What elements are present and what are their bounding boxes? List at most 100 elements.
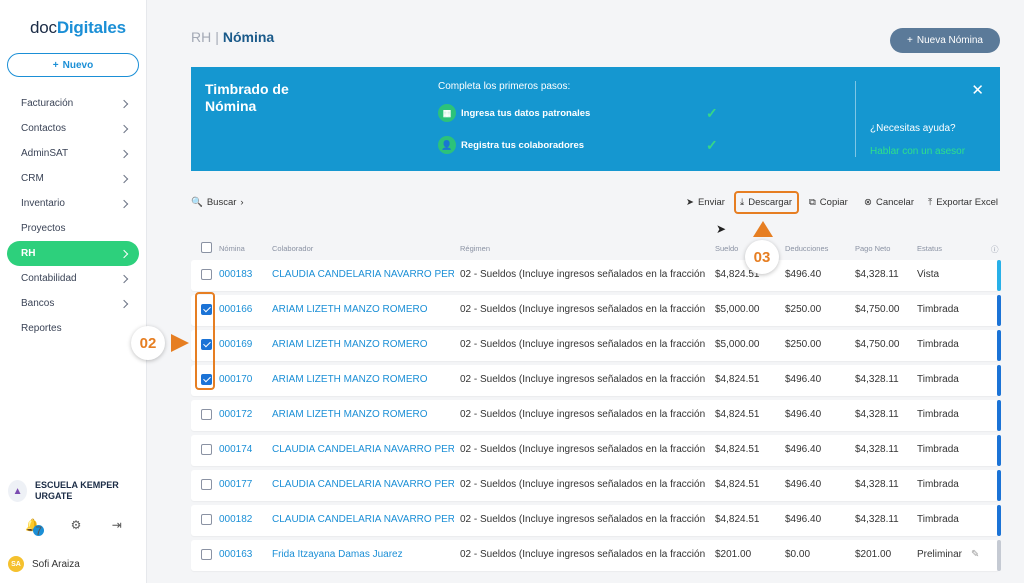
cell-estatus: Timbrada — [917, 409, 959, 420]
breadcrumb-parent[interactable]: RH — [191, 29, 212, 45]
row-checkbox[interactable] — [201, 269, 212, 280]
cell-estatus: Timbrada — [917, 339, 959, 350]
cell-nomina[interactable]: 000166 — [219, 304, 253, 315]
contact-advisor-link[interactable]: Hablar con un asesor — [870, 146, 966, 157]
row-checkbox[interactable] — [201, 549, 212, 560]
row-checkbox[interactable] — [201, 479, 212, 490]
cell-deducciones: $250.00 — [785, 339, 822, 350]
sidebar-item-facturacin[interactable]: Facturación — [7, 91, 139, 116]
row-checkbox[interactable] — [201, 514, 212, 525]
col-nomina[interactable]: Nómina — [219, 244, 245, 253]
sidebar-item-adminsat[interactable]: AdminSAT — [7, 141, 139, 166]
gear-icon[interactable]: ⚙ — [70, 518, 82, 532]
download-button[interactable]: ⤓ Descargar — [740, 196, 793, 208]
sidebar-item-bancos[interactable]: Bancos — [7, 291, 139, 316]
cell-regimen: 02 - Sueldos (Incluye ingresos señalados… — [460, 339, 706, 350]
new-payroll-button[interactable]: + Nueva Nómina — [890, 28, 1000, 53]
sidebar-item-reportes[interactable]: Reportes — [7, 316, 139, 341]
col-estatus[interactable]: Estatus — [917, 244, 943, 253]
col-deducciones[interactable]: Deducciones — [785, 244, 829, 253]
cell-nomina[interactable]: 000174 — [219, 444, 253, 455]
building-icon: ▦ — [438, 104, 456, 122]
bell-icon[interactable]: 🔔 7 — [25, 518, 45, 543]
table-row[interactable]: 000183 CLAUDIA CANDELARIA NAVARRO PEREZ 02… — [191, 260, 1001, 291]
table-row[interactable]: 000174 CLAUDIA CANDELARIA NAVARRO PEREZ 02… — [191, 435, 1001, 466]
cell-deducciones: $496.40 — [785, 374, 822, 385]
row-checkbox[interactable] — [201, 339, 212, 350]
table-row[interactable]: 000166 ARIAM LIZETH MANZO ROMERO 02 - Suel… — [191, 295, 1001, 326]
chevron-right-icon: › — [240, 196, 244, 208]
table-row[interactable]: 000169 ARIAM LIZETH MANZO ROMERO 02 - Suel… — [191, 330, 1001, 361]
table-row[interactable]: 000177 CLAUDIA CANDELARIA NAVARRO PEREZ 02… — [191, 470, 1001, 501]
table-row[interactable]: 000163 Frida Itzayana Damas Juarez 02 - Su… — [191, 540, 1001, 571]
notification-badge: 7 — [33, 524, 45, 538]
cell-sueldo: $5,000.00 — [715, 339, 760, 350]
col-sueldo[interactable]: Sueldo — [715, 244, 739, 253]
cell-colaborador[interactable]: CLAUDIA CANDELARIA NAVARRO PEREZ — [272, 269, 454, 280]
cell-colaborador[interactable]: CLAUDIA CANDELARIA NAVARRO PEREZ — [272, 444, 454, 455]
cell-colaborador[interactable]: Frida Itzayana Damas Juarez — [272, 549, 403, 560]
close-icon[interactable]: ✕ — [971, 82, 984, 99]
cancel-button[interactable]: ⊗ Cancelar — [864, 196, 914, 208]
sidebar-item-label: Contactos — [21, 123, 67, 134]
step-register-employees[interactable]: 👤 Registra tus colaboradores — [438, 136, 584, 154]
copy-button[interactable]: ⧉ Copiar — [809, 196, 848, 208]
cell-colaborador[interactable]: ARIAM LIZETH MANZO ROMERO — [272, 304, 428, 315]
col-pago-neto[interactable]: Pago Neto — [855, 244, 891, 253]
sidebar-item-contabilidad[interactable]: Contabilidad — [7, 266, 139, 291]
sidebar-item-inventario[interactable]: Inventario — [7, 191, 139, 216]
cell-nomina[interactable]: 000177 — [219, 479, 253, 490]
send-icon: ➤ — [686, 196, 694, 208]
search-button[interactable]: 🔍 Buscar › — [191, 196, 244, 208]
export-excel-button[interactable]: ⤒ Exportar Excel — [928, 196, 998, 208]
sidebar-item-crm[interactable]: CRM — [7, 166, 139, 191]
cell-estatus: Timbrada — [917, 304, 959, 315]
table-header: Nómina Colaborador Régimen Sueldo Deducc… — [191, 240, 1000, 258]
avatar: SA — [8, 556, 24, 572]
sidebar-item-label: Reportes — [21, 323, 62, 334]
send-button[interactable]: ➤ Enviar — [686, 196, 725, 208]
col-regimen[interactable]: Régimen — [460, 244, 491, 253]
cell-regimen: 02 - Sueldos (Incluye ingresos señalados… — [460, 479, 706, 490]
logout-icon[interactable]: ⇥ — [111, 518, 122, 532]
organization[interactable]: ▲ ESCUELA KEMPER URGATE — [8, 480, 142, 502]
table-row[interactable]: 000172 ARIAM LIZETH MANZO ROMERO 02 - Suel… — [191, 400, 1001, 431]
sidebar-item-rh[interactable]: RH — [7, 241, 139, 266]
sidebar-item-label: AdminSAT — [21, 148, 69, 159]
row-checkbox[interactable] — [201, 304, 212, 315]
cell-colaborador[interactable]: ARIAM LIZETH MANZO ROMERO — [272, 374, 428, 385]
sidebar-item-contactos[interactable]: Contactos — [7, 116, 139, 141]
new-button[interactable]: + Nuevo — [7, 53, 139, 77]
cell-pago-neto: $4,328.11 — [855, 444, 899, 455]
sidebar-item-proyectos[interactable]: Proyectos — [7, 216, 139, 241]
row-checkbox[interactable] — [201, 409, 212, 420]
table-row[interactable]: 000170 ARIAM LIZETH MANZO ROMERO 02 - Suel… — [191, 365, 1001, 396]
cell-nomina[interactable]: 000172 — [219, 409, 253, 420]
cell-colaborador[interactable]: ARIAM LIZETH MANZO ROMERO — [272, 339, 428, 350]
callout-02: 02 — [131, 326, 165, 360]
user-profile[interactable]: SA Sofi Araiza — [8, 556, 80, 572]
cell-nomina[interactable]: 000169 — [219, 339, 253, 350]
cell-colaborador[interactable]: ARIAM LIZETH MANZO ROMERO — [272, 409, 428, 420]
cell-colaborador[interactable]: CLAUDIA CANDELARIA NAVARRO PEREZ — [272, 479, 454, 490]
divider — [855, 81, 856, 157]
app-logo[interactable]: docDigitales — [30, 18, 126, 37]
table-row[interactable]: 000182 CLAUDIA CANDELARIA NAVARRO PEREZ 02… — [191, 505, 1001, 536]
edit-icon[interactable]: ✎ — [971, 549, 980, 560]
plus-icon: + — [52, 59, 59, 71]
status-accent-bar — [997, 470, 1001, 501]
row-checkbox[interactable] — [201, 374, 212, 385]
cell-colaborador[interactable]: CLAUDIA CANDELARIA NAVARRO PEREZ — [272, 514, 454, 525]
cell-nomina[interactable]: 000183 — [219, 269, 253, 280]
row-checkbox[interactable] — [201, 444, 212, 455]
step-employer-data[interactable]: ▦ Ingresa tus datos patronales — [438, 104, 590, 122]
col-colaborador[interactable]: Colaborador — [272, 244, 314, 253]
upload-icon: ⤒ — [928, 196, 933, 208]
cell-estatus: Vista — [917, 269, 940, 280]
cell-nomina[interactable]: 000182 — [219, 514, 253, 525]
select-all-checkbox[interactable] — [201, 242, 212, 253]
cell-nomina[interactable]: 000163 — [219, 549, 253, 560]
sidebar-nav: Facturación Contactos AdminSAT CRM Inventari… — [7, 91, 139, 341]
cell-nomina[interactable]: 000170 — [219, 374, 253, 385]
cell-estatus: Timbrada — [917, 514, 959, 525]
